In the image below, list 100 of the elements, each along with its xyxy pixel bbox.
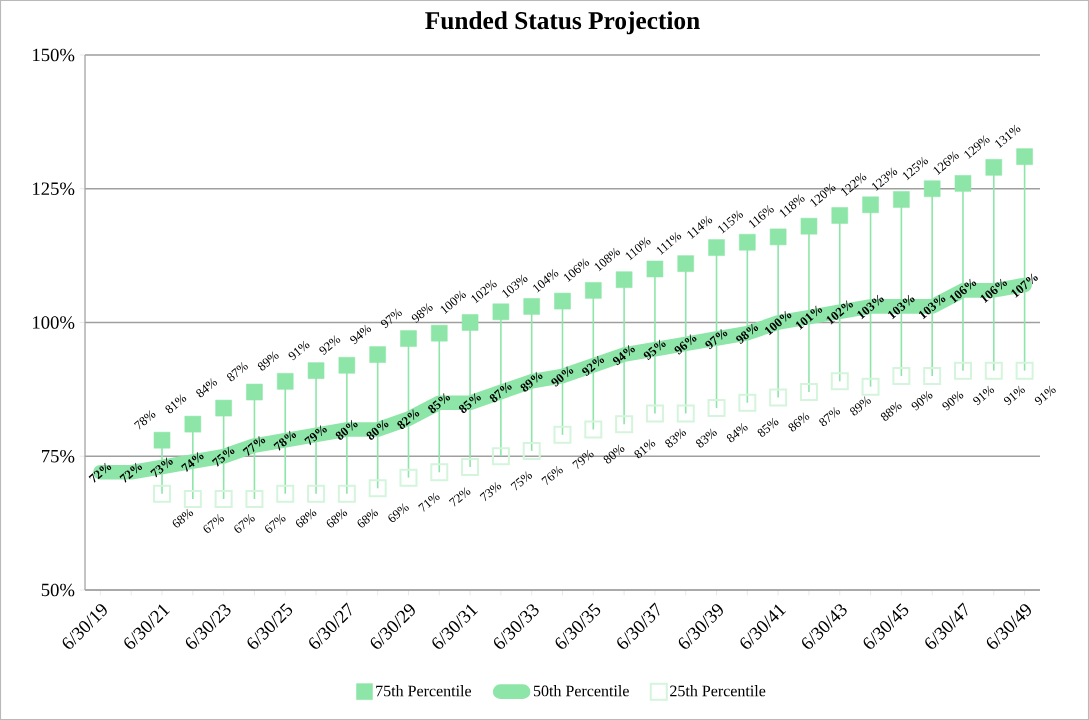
point [522,441,541,460]
data-label: 90% [911,391,933,411]
data-label: 83% [696,428,717,448]
data-label: 96% [674,334,697,355]
data-label: 92% [319,335,341,355]
point [276,373,294,390]
data-label: 85% [757,417,779,437]
y-tick-label: 125% [33,182,75,196]
point [523,298,540,315]
point [615,415,634,434]
data-label: 91% [1034,385,1056,406]
point [646,260,664,278]
data-label: 80% [603,444,625,464]
point [431,324,448,342]
data-label: 68% [357,508,378,528]
point [307,484,326,503]
data-label: 91% [288,340,310,361]
legend-label: 50th Percentile [533,685,629,697]
data-label: 78% [133,410,156,430]
point [153,484,172,503]
point [677,255,694,272]
point [461,457,480,476]
data-label: 79% [572,449,594,470]
data-label: 89% [257,351,279,371]
point [430,463,449,482]
point [769,228,787,246]
point [584,420,603,439]
point [708,239,725,256]
point [830,372,849,391]
data-label: 82% [397,409,420,430]
data-label: 87% [819,407,841,427]
point [984,361,1003,380]
data-label: 76% [541,465,563,486]
data-label: 75% [510,471,533,491]
data-label: 84% [726,423,748,443]
point [492,303,510,321]
data-label: 89% [850,396,871,416]
data-label: 90% [551,366,574,387]
point [862,196,879,214]
data-label: 87% [489,382,512,403]
point [245,490,264,509]
point [985,159,1003,176]
y-tick-label: 100% [33,316,75,329]
data-label: 87% [227,362,248,382]
point [615,271,633,288]
point [399,468,418,487]
data-label: 80% [366,419,389,440]
data-label: 98% [411,303,433,323]
point [707,399,726,418]
data-label: 97% [705,328,728,350]
data-label: 72% [119,462,143,483]
point [738,393,757,412]
data-label: 67% [203,514,224,533]
point [214,490,233,509]
data-label: 68% [326,508,348,528]
data-label: 89% [520,371,543,392]
legend-label: 25th Percentile [670,685,766,697]
data-label: 78% [273,430,297,451]
chart-title: Funded Status Projection [425,11,700,35]
point [954,175,972,192]
data-label: 91% [1004,385,1025,406]
data-label: 69% [388,503,409,523]
data-label: 95% [643,339,666,360]
data-label: 91% [973,385,995,406]
data-label: 67% [265,514,286,533]
data-label: 81% [634,439,656,459]
point [923,180,941,198]
data-label: 73% [150,457,173,478]
point [893,191,910,208]
point [554,292,571,310]
point [215,399,232,417]
data-label: 74% [181,451,204,473]
data-label: 94% [612,344,635,366]
data-label: 84% [196,378,218,398]
data-label: 68% [295,508,317,528]
point [276,484,295,503]
point [800,217,818,235]
y-tick-label: 150% [33,48,75,62]
point [338,357,356,374]
point [307,362,325,379]
point [923,366,942,385]
point [1015,361,1034,380]
point [491,447,510,466]
point [400,330,417,347]
data-label: 73% [479,481,502,502]
point [553,425,572,444]
data-label: 83% [665,428,687,448]
point [369,346,386,363]
point [769,388,788,407]
data-label: 88% [880,401,902,421]
data-label: 97% [380,308,402,329]
data-label: 80% [335,419,358,440]
data-label: 90% [942,391,964,411]
point [246,383,263,401]
data-label: 85% [428,393,451,413]
point [183,490,202,509]
data-label: 68% [172,508,194,528]
point [799,383,818,402]
data-label: 81% [165,394,187,414]
data-label: 98% [736,323,759,344]
